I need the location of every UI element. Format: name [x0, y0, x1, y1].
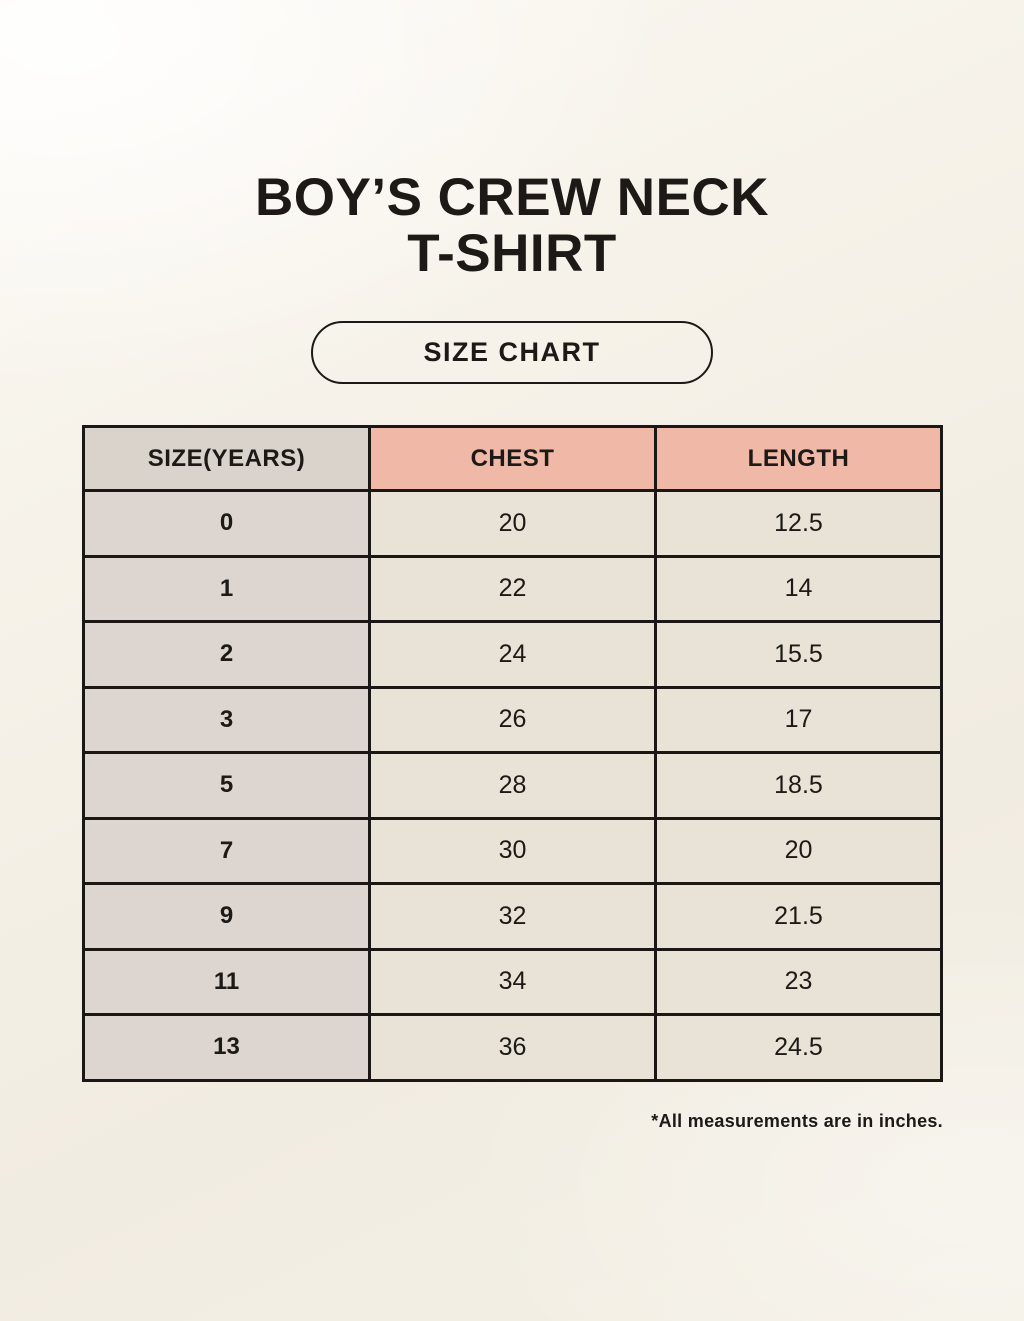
table-row: 11 34 23 [82, 947, 943, 1016]
chest-value: 26 [368, 685, 657, 754]
chest-value: 22 [368, 554, 657, 623]
chest-value: 30 [368, 816, 657, 885]
size-value: 7 [82, 816, 371, 885]
size-value: 0 [82, 489, 371, 558]
table-header-row: SIZE(YEARS) CHEST LENGTH [82, 425, 943, 492]
length-value: 20 [654, 816, 943, 885]
length-value: 15.5 [654, 620, 943, 689]
measurements-footnote: *All measurements are in inches. [651, 1111, 943, 1131]
column-header-length: LENGTH [654, 425, 943, 492]
size-chart-badge-label: SIZE CHART [423, 337, 601, 367]
chest-value: 28 [368, 751, 657, 820]
page-title-line2: T-SHIRT [407, 224, 617, 284]
size-value: 5 [82, 751, 371, 820]
length-value: 18.5 [654, 751, 943, 820]
size-chart-table: SIZE(YEARS) CHEST LENGTH 0 20 12.5 1 22 … [82, 425, 943, 1082]
page-title: BOY’S CREW NECK T-SHIRT [0, 168, 1024, 284]
page-title-line1: BOY’S CREW NECK [255, 168, 769, 227]
table-row: 5 28 18.5 [82, 751, 943, 820]
length-value: 21.5 [654, 882, 943, 951]
size-chart-table-body: 0 20 12.5 1 22 14 2 24 15.5 3 26 17 5 28 [82, 489, 943, 1082]
length-value: 24.5 [654, 1013, 943, 1082]
size-chart-table-header: SIZE(YEARS) CHEST LENGTH [82, 425, 943, 492]
table-row: 0 20 12.5 [82, 489, 943, 558]
table-row: 2 24 15.5 [82, 620, 943, 689]
table-row: 1 22 14 [82, 554, 943, 623]
size-value: 2 [82, 620, 371, 689]
chest-value: 36 [368, 1013, 657, 1082]
chest-value: 32 [368, 882, 657, 951]
size-value: 1 [82, 554, 371, 623]
table-row: 13 36 24.5 [82, 1013, 943, 1082]
table-row: 7 30 20 [82, 816, 943, 885]
size-value: 13 [82, 1013, 371, 1082]
chest-value: 20 [368, 489, 657, 558]
length-value: 23 [654, 947, 943, 1016]
size-chart-badge: SIZE CHART [311, 321, 713, 384]
length-value: 14 [654, 554, 943, 623]
table-row: 9 32 21.5 [82, 882, 943, 951]
size-value: 3 [82, 685, 371, 754]
size-value: 11 [82, 947, 371, 1016]
size-value: 9 [82, 882, 371, 951]
column-header-chest: CHEST [368, 425, 657, 492]
column-header-size-years: SIZE(YEARS) [82, 425, 371, 492]
table-row: 3 26 17 [82, 685, 943, 754]
length-value: 17 [654, 685, 943, 754]
chest-value: 34 [368, 947, 657, 1016]
length-value: 12.5 [654, 489, 943, 558]
chest-value: 24 [368, 620, 657, 689]
